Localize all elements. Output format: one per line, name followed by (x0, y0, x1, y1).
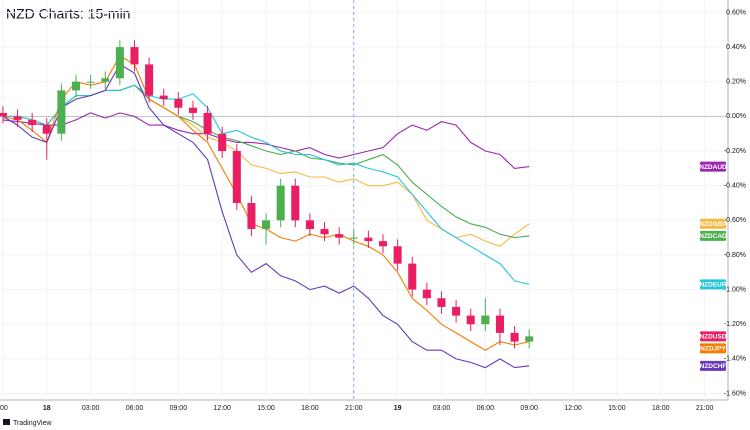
candle-body (57, 90, 66, 134)
candle-body (378, 241, 388, 247)
candle-body (481, 315, 490, 325)
y-tick-label: -1.60% (724, 390, 746, 397)
series-line (2, 112, 530, 169)
legend-label: NZDAUD (699, 164, 727, 171)
candle-body (174, 99, 183, 108)
legend-tag (700, 360, 726, 371)
legend-tag (700, 331, 726, 342)
legend-label: NZDCHF (700, 363, 727, 370)
x-tick-label: :00 (0, 405, 8, 412)
legend-label: NZDCAD (699, 233, 727, 240)
candle-body (0, 112, 7, 117)
candle-body (364, 237, 373, 242)
y-tick-label: 0.40% (726, 44, 746, 51)
series-line (2, 63, 530, 369)
candle-body (71, 81, 81, 91)
x-tick-label: 03:00 (433, 405, 451, 412)
candle-body (452, 306, 461, 316)
logo-icon (3, 419, 10, 425)
x-tick-label: 12:00 (564, 405, 582, 412)
legend-label: NZDJPY (700, 346, 726, 353)
x-tick-label: 15:00 (608, 405, 626, 412)
x-tick-label: 06:00 (126, 405, 144, 412)
candle-body (495, 315, 504, 333)
chart-title: NZD Charts: 15-min (6, 6, 130, 22)
source-label: TradingView (13, 420, 52, 427)
candle-body (525, 336, 534, 342)
candle-body (159, 95, 168, 100)
legend-tag (700, 343, 726, 354)
x-tick-label: 03:00 (82, 405, 100, 412)
y-tick-label: -1.40% (724, 356, 746, 363)
x-tick-label: 21:00 (345, 405, 363, 412)
candle-body (218, 133, 227, 152)
x-tick-label: 18:00 (652, 405, 670, 412)
candle-body (335, 234, 344, 238)
candle-body (422, 289, 431, 299)
x-tick-label: 09:00 (520, 405, 538, 412)
candle-body (291, 185, 300, 221)
candle-body (188, 107, 197, 113)
y-tick-label: -0.60% (724, 217, 746, 224)
x-tick-label: 18 (43, 405, 51, 412)
candle-body (86, 81, 95, 83)
y-tick-label: -0.80% (724, 252, 746, 259)
candle-body (232, 151, 241, 203)
candle-body (276, 185, 285, 221)
y-tick-label: -0.20% (724, 148, 746, 155)
candle-body (28, 119, 37, 126)
legend-label: NZDEUR (699, 282, 726, 289)
candle-body (115, 47, 124, 79)
legend-tag (700, 230, 726, 241)
y-tick-label: -1.20% (724, 321, 746, 328)
y-tick-label: 0.20% (726, 79, 746, 86)
candle-body (320, 228, 329, 235)
x-tick-label: 19 (394, 405, 402, 412)
y-tick-label: 0.60% (726, 9, 746, 16)
legend-label: NZDGBP (699, 221, 727, 228)
candle-body (203, 112, 212, 134)
grid (0, 0, 728, 400)
x-tick-label: 15:00 (257, 405, 275, 412)
candle-body (13, 116, 22, 120)
legend-label: NZDUSD (699, 334, 726, 341)
candle-body (408, 263, 417, 290)
y-tick-label: -0.40% (724, 183, 746, 190)
candle-body (247, 203, 256, 229)
x-tick-label: 09:00 (170, 405, 188, 412)
candle-body (145, 64, 154, 96)
candle-body (349, 237, 358, 239)
candle-body (510, 332, 519, 342)
y-tick-label: 0.00% (726, 113, 746, 120)
candle-body (305, 220, 314, 229)
x-tick-label: 06:00 (477, 405, 495, 412)
candle-body (466, 315, 475, 325)
legend-tag (700, 218, 726, 229)
candle-body (42, 125, 51, 134)
candle-body (393, 246, 402, 264)
candle-body (101, 78, 110, 82)
y-tick-label: -1.00% (724, 286, 746, 293)
candle-body (437, 298, 446, 307)
candle-body (262, 220, 271, 229)
legend-tag (700, 279, 726, 290)
x-tick-label: 18:00 (301, 405, 319, 412)
x-tick-label: 21:00 (696, 405, 714, 412)
candle-body (130, 47, 139, 65)
legend-tag (700, 161, 726, 172)
x-tick-label: 12:00 (213, 405, 231, 412)
